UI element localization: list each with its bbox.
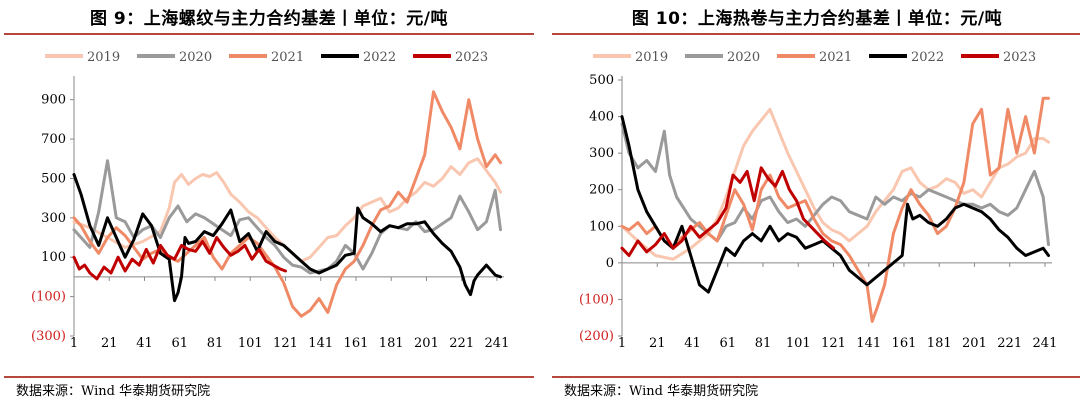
series-line-2020: [620, 122, 1050, 247]
x-tick-label: 1: [618, 336, 626, 351]
legend-label-2023: 2023: [455, 50, 488, 65]
series-line-2023: [72, 236, 287, 281]
y-tick-label: (100): [579, 292, 614, 307]
chart-panel-rebar: 图 9：上海螺纹与主力合约基差丨单位：元/吨 2019 2020 2021 2022 2…: [4, 0, 534, 405]
y-tick-label: 400: [589, 110, 614, 125]
x-tick-label: 41: [136, 336, 153, 351]
x-tick-label: 201: [962, 336, 987, 351]
legend: 2019 2020 2021 2022 2023: [45, 50, 488, 65]
footer-rule: [4, 376, 534, 378]
source-note: 数据来源：Wind 华泰期货研究院: [16, 380, 210, 399]
series-line-2021: [620, 96, 1050, 323]
x-tick-label: 161: [344, 336, 369, 351]
legend: 2019 2020 2021 2022 2023: [593, 50, 1036, 65]
title-rule: [4, 33, 534, 35]
x-tick-label: 141: [856, 336, 881, 351]
legend-label-2021: 2021: [271, 50, 304, 65]
y-tick-label: (300): [31, 329, 66, 344]
source-note: 数据来源：Wind 华泰期货研究院: [564, 380, 758, 399]
source-value: Wind 华泰期货研究院: [81, 384, 211, 399]
y-tick-label: (100): [31, 290, 66, 305]
legend-label-2022: 2022: [911, 50, 944, 65]
title-rule: [552, 33, 1080, 35]
y-tick-label: 0: [606, 256, 614, 271]
x-tick-label: 81: [207, 336, 224, 351]
y-tick-label: 300: [41, 211, 66, 226]
y-tick-label: 500: [589, 73, 614, 88]
x-tick-label: 181: [927, 336, 952, 351]
chart-title: 图 9：上海螺纹与主力合约基差丨单位：元/吨: [90, 9, 448, 29]
rebar-basis-chart: 2019 2020 2021 2022 2023 900 700 500 300 100 (100)…: [31, 50, 510, 351]
legend-label-2019: 2019: [87, 50, 120, 65]
source-label: 数据来源：: [564, 384, 630, 399]
legend-label-2020: 2020: [727, 50, 760, 65]
series-line-2020: [72, 159, 502, 275]
x-tick-label: 41: [684, 336, 701, 351]
legend-label-2020: 2020: [179, 50, 212, 65]
hot-coil-basis-chart: 2019 2020 2021 2022 2023 500 400 300 200 100 0 (100…: [579, 50, 1058, 351]
y-tick-label: 200: [589, 183, 614, 198]
x-tick-label: 21: [649, 336, 666, 351]
y-tick-label: (200): [579, 329, 614, 344]
source-value: Wind 华泰期货研究院: [629, 384, 759, 399]
x-tick-label: 21: [101, 336, 118, 351]
x-tick-label: 181: [379, 336, 404, 351]
x-tick-label: 1: [70, 336, 78, 351]
y-tick-label: 700: [41, 132, 66, 147]
series-line-2023: [620, 166, 835, 257]
y-tick-label: 100: [589, 219, 614, 234]
series-line-2021: [72, 90, 502, 318]
source-label: 数据来源：: [16, 384, 82, 399]
x-tick-label: 201: [414, 336, 439, 351]
x-tick-label: 241: [485, 336, 510, 351]
x-tick-label: 141: [308, 336, 333, 351]
x-tick-label: 61: [171, 336, 188, 351]
x-tick-label: 221: [449, 336, 474, 351]
y-tick-label: 500: [41, 171, 66, 186]
x-tick-label: 241: [1033, 336, 1058, 351]
x-tick-label: 81: [755, 336, 772, 351]
y-tick-label: 900: [41, 93, 66, 108]
x-tick-label: 121: [273, 336, 298, 351]
x-tick-label: 101: [786, 336, 811, 351]
y-tick-label: 300: [589, 146, 614, 161]
x-tick-label: 221: [997, 336, 1022, 351]
chart-panel-hot-coil: 图 10：上海热卷与主力合约基差丨单位：元/吨 2019 2020 2021 2022…: [552, 0, 1080, 405]
series-line-2022: [620, 115, 1050, 294]
x-tick-label: 61: [719, 336, 736, 351]
x-tick-label: 121: [821, 336, 846, 351]
x-tick-label: 161: [892, 336, 917, 351]
series-line-2022: [72, 173, 502, 303]
legend-label-2023: 2023: [1003, 50, 1036, 65]
legend-label-2021: 2021: [819, 50, 852, 65]
legend-label-2019: 2019: [635, 50, 668, 65]
chart-title: 图 10：上海热卷与主力合约基差丨单位：元/吨: [631, 9, 1003, 29]
legend-label-2022: 2022: [363, 50, 396, 65]
x-tick-label: 101: [238, 336, 263, 351]
series-line-2019: [72, 157, 502, 263]
footer-rule: [552, 376, 1080, 378]
y-tick-label: 100: [41, 250, 66, 265]
